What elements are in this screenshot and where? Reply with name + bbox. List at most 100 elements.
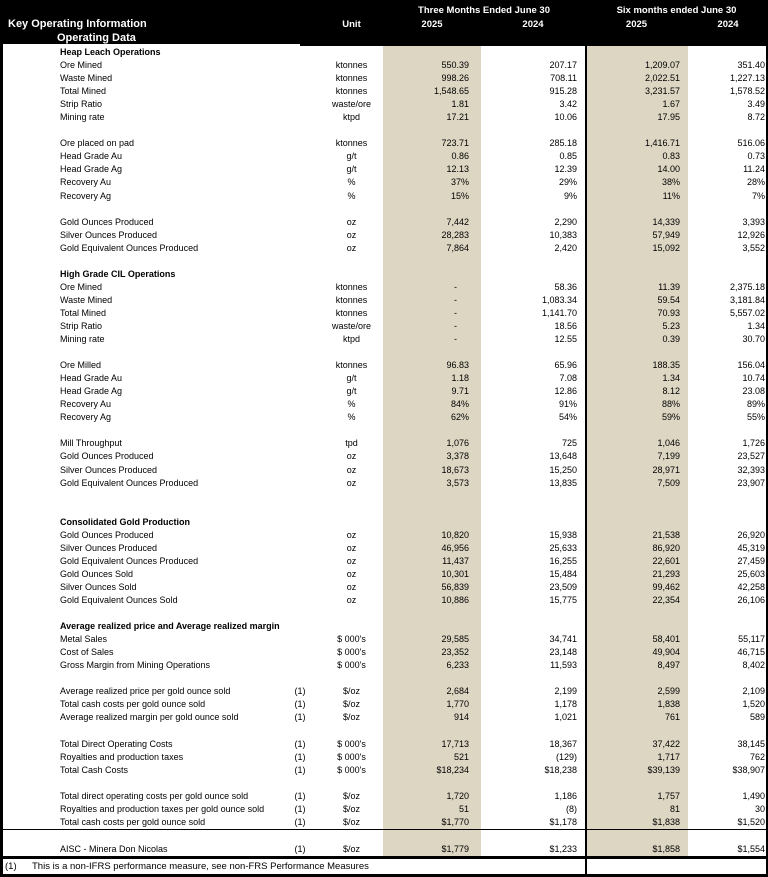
row-label: Recovery Au xyxy=(60,177,112,188)
note-cell: (1) xyxy=(294,751,306,762)
value-3m-2025: 1,770 xyxy=(383,698,481,712)
row-label: Total Mined xyxy=(60,307,107,318)
row-label: Gold Ounces Produced xyxy=(60,529,154,540)
value-6m-2025: 1,717 xyxy=(585,750,688,764)
table-row: Gold Equivalent Ounces Produced oz 7,864 2,… xyxy=(3,241,766,255)
spacer-row xyxy=(3,254,766,268)
unit-cell: oz xyxy=(346,542,357,553)
value-6m-2025: 3,231.57 xyxy=(585,85,688,99)
unit-cell: oz xyxy=(346,594,357,605)
value-3m-2025: 10,820 xyxy=(383,528,481,542)
table-row: Recovery Ag% 62% 54% 59% 55% xyxy=(3,411,766,425)
unit-cell: oz xyxy=(346,555,357,566)
value-3m-2025: 0.86 xyxy=(383,150,481,164)
row-label: Gross Margin from Mining Operations xyxy=(60,660,211,671)
value-6m-2025 xyxy=(585,346,688,360)
value-6m-2024: 1.34 xyxy=(747,321,765,331)
value-6m-2025: 49,904 xyxy=(585,646,688,660)
value-6m-2025 xyxy=(585,515,688,529)
value-6m-2024: 23,527 xyxy=(737,451,765,462)
value-3m-2024: 3.42 xyxy=(559,99,577,110)
row-label: Mining rate xyxy=(60,334,105,345)
row-label: Recovery Ag xyxy=(60,190,112,201)
value-3m-2024: 12.86 xyxy=(554,386,577,397)
value-3m-2025: 1,720 xyxy=(383,789,481,803)
value-6m-2025: $1,858 xyxy=(585,842,688,856)
note-cell: (1) xyxy=(294,738,306,749)
value-6m-2024: 3.49 xyxy=(747,99,765,110)
value-3m-2025: 1,548.65 xyxy=(383,85,481,99)
value-6m-2024: 27,459 xyxy=(737,555,765,566)
unit-cell: oz xyxy=(346,229,357,240)
table-row: Gold Equivalent Ounces Produced oz 3,573 13… xyxy=(3,476,766,490)
value-6m-2025: 22,354 xyxy=(585,593,688,608)
row-label: Head Grade Au xyxy=(60,151,123,162)
unit-cell: oz xyxy=(346,529,357,540)
value-6m-2025 xyxy=(585,672,688,686)
value-6m-2025: 7,509 xyxy=(585,476,688,490)
unit-cell: $ 000's xyxy=(337,764,366,775)
value-3m-2025: 12.13 xyxy=(383,163,481,177)
value-3m-2025: 1.81 xyxy=(383,98,481,112)
table-row: Average realized price per gold ounce so… xyxy=(3,685,766,699)
value-3m-2024: 7.08 xyxy=(559,373,577,384)
row-label: Gold Equivalent Ounces Produced xyxy=(60,242,199,253)
value-6m-2025 xyxy=(585,724,688,738)
table-row: Ore Mined ktonnes 550.39 207.17 1,209.07 351.… xyxy=(3,59,766,73)
value-3m-2025 xyxy=(383,776,481,790)
value-6m-2025 xyxy=(585,607,688,621)
year-6m-2024: 2024 xyxy=(717,18,739,30)
value-3m-2024: $1,233 xyxy=(549,843,577,854)
spacer-row xyxy=(3,607,766,621)
value-3m-2024: $18,238 xyxy=(544,764,577,775)
value-6m-2024: 12,926 xyxy=(737,229,765,240)
value-3m-2024: 23,148 xyxy=(549,647,577,658)
value-3m-2024: 0.85 xyxy=(559,151,577,162)
table-row: Total Direct Operating Costs (1) $ 000's 17… xyxy=(3,737,766,751)
table-row: Silver Ounces Produced oz 46,956 25,633 86,9… xyxy=(3,541,766,555)
year-6m-2025: 2025 xyxy=(625,18,648,30)
section-header-row: High Grade CIL Operations xyxy=(3,267,766,281)
bottom-border-band xyxy=(0,873,768,877)
row-label: Total cash costs per gold ounce sold xyxy=(60,699,206,710)
year-3m-2025: 2025 xyxy=(421,18,443,30)
table-row: Head Grade Au g/t 1.18 7.08 1.34 10.74 xyxy=(3,372,766,386)
value-6m-2025: 58,401 xyxy=(585,633,688,647)
table-row: Silver Ounces Sold oz 56,839 23,509 99,462 42… xyxy=(3,580,766,594)
value-6m-2024: 42,258 xyxy=(737,581,765,592)
row-label: Head Grade Ag xyxy=(60,386,123,397)
unit-cell: $ 000's xyxy=(337,660,366,671)
table-row: Recovery Au% 84% 91% 88% 89% xyxy=(3,398,766,412)
value-3m-2024: 12.39 xyxy=(554,164,577,175)
value-3m-2025: 28,283 xyxy=(383,228,481,242)
value-3m-2024: 15,250 xyxy=(549,464,577,475)
value-6m-2025: 14.00 xyxy=(585,163,688,177)
unit-cell: % xyxy=(347,399,356,410)
spacer-row xyxy=(3,672,766,686)
value-3m-2024: 10,383 xyxy=(549,229,577,240)
unit-cell: g/t xyxy=(346,164,357,175)
value-3m-2025: 10,301 xyxy=(383,567,481,581)
unit-cell: g/t xyxy=(346,386,357,397)
value-3m-2024: 725 xyxy=(561,438,577,449)
value-6m-2024: 0.73 xyxy=(747,151,765,162)
value-6m-2024: 1,227.13 xyxy=(729,73,765,84)
value-3m-2024: 15,938 xyxy=(549,529,577,540)
row-label: Ore Mined xyxy=(60,281,103,292)
value-6m-2025: 59.54 xyxy=(585,293,688,307)
value-3m-2024: 18.56 xyxy=(554,321,577,331)
value-3m-2024: 207.17 xyxy=(549,60,577,71)
year-3m-2024: 2024 xyxy=(522,18,544,30)
table-row: Head Grade Au g/t 0.86 0.85 0.83 0.73 xyxy=(3,150,766,164)
value-3m-2025: 51 xyxy=(383,802,481,816)
value-3m-2025: $18,234 xyxy=(383,763,481,777)
value-3m-2024: 9% xyxy=(563,190,577,201)
spacer-row xyxy=(3,776,766,790)
value-3m-2025: 6,233 xyxy=(383,659,481,673)
value-6m-2024: 762 xyxy=(749,751,765,762)
row-label: Strip Ratio xyxy=(60,99,103,110)
unit-cell: oz xyxy=(346,464,357,475)
row-label: Gold Equivalent Ounces Produced xyxy=(60,555,199,566)
table-row: AISC - Minera Don Nicolas (1) $/oz $1,779 $1… xyxy=(3,842,766,856)
value-6m-2024: $1,520 xyxy=(737,816,765,827)
